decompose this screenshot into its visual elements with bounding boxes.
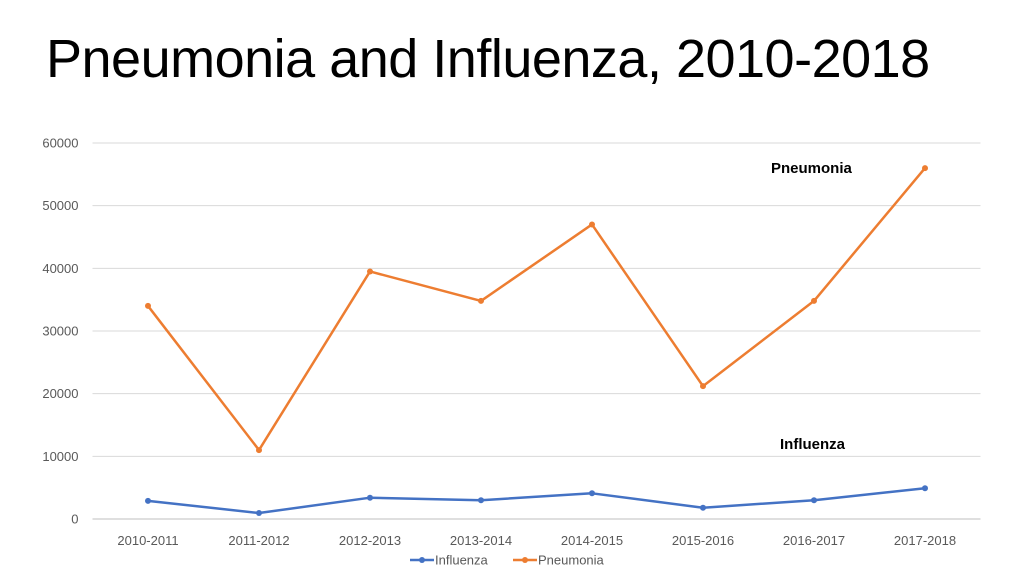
legend-marker-influenza <box>419 557 425 563</box>
chart-title: Pneumonia and Influenza, 2010-2018 <box>46 29 930 89</box>
data-point-pneumonia <box>700 383 706 390</box>
data-point-influenza <box>145 497 151 504</box>
x-tick-label: 2012-2013 <box>339 533 401 548</box>
data-point-influenza <box>811 497 817 504</box>
legend-label-influenza: Influenza <box>435 553 489 568</box>
data-point-influenza <box>478 497 484 504</box>
y-tick-label: 30000 <box>42 324 78 339</box>
x-tick-label: 2010-2011 <box>117 533 178 548</box>
x-tick-label: 2015-2016 <box>672 533 734 548</box>
data-point-pneumonia <box>145 302 151 309</box>
data-point-influenza <box>256 510 262 517</box>
data-point-pneumonia <box>811 297 817 304</box>
data-point-influenza <box>589 490 595 497</box>
y-tick-label: 50000 <box>42 198 78 213</box>
y-tick-label: 10000 <box>42 449 78 464</box>
y-tick-label: 20000 <box>42 386 78 401</box>
series-line-pneumonia <box>147 167 926 452</box>
annotation-pneumonia: Pneumonia <box>771 160 853 177</box>
data-point-influenza <box>922 485 928 492</box>
legend-marker-pneumonia <box>522 557 528 563</box>
data-point-pneumonia <box>922 165 928 172</box>
data-point-pneumonia <box>478 297 484 304</box>
x-tick-label: 2014-2015 <box>561 533 623 548</box>
data-point-pneumonia <box>256 447 262 454</box>
y-tick-label: 60000 <box>42 136 78 151</box>
data-point-influenza <box>367 494 373 501</box>
x-tick-label: 2011-2012 <box>228 533 289 548</box>
x-tick-label: 2016-2017 <box>783 533 845 548</box>
data-point-pneumonia <box>589 221 595 228</box>
y-tick-label: 0 <box>71 512 78 527</box>
data-point-pneumonia <box>367 268 373 275</box>
legend-label-pneumonia: Pneumonia <box>538 553 605 568</box>
annotation-influenza: Influenza <box>780 436 846 453</box>
x-tick-label: 2013-2014 <box>450 533 512 548</box>
x-tick-label: 2017-2018 <box>894 533 956 548</box>
series-line-influenza <box>147 487 926 515</box>
data-point-influenza <box>700 504 706 511</box>
y-tick-label: 40000 <box>42 261 78 276</box>
